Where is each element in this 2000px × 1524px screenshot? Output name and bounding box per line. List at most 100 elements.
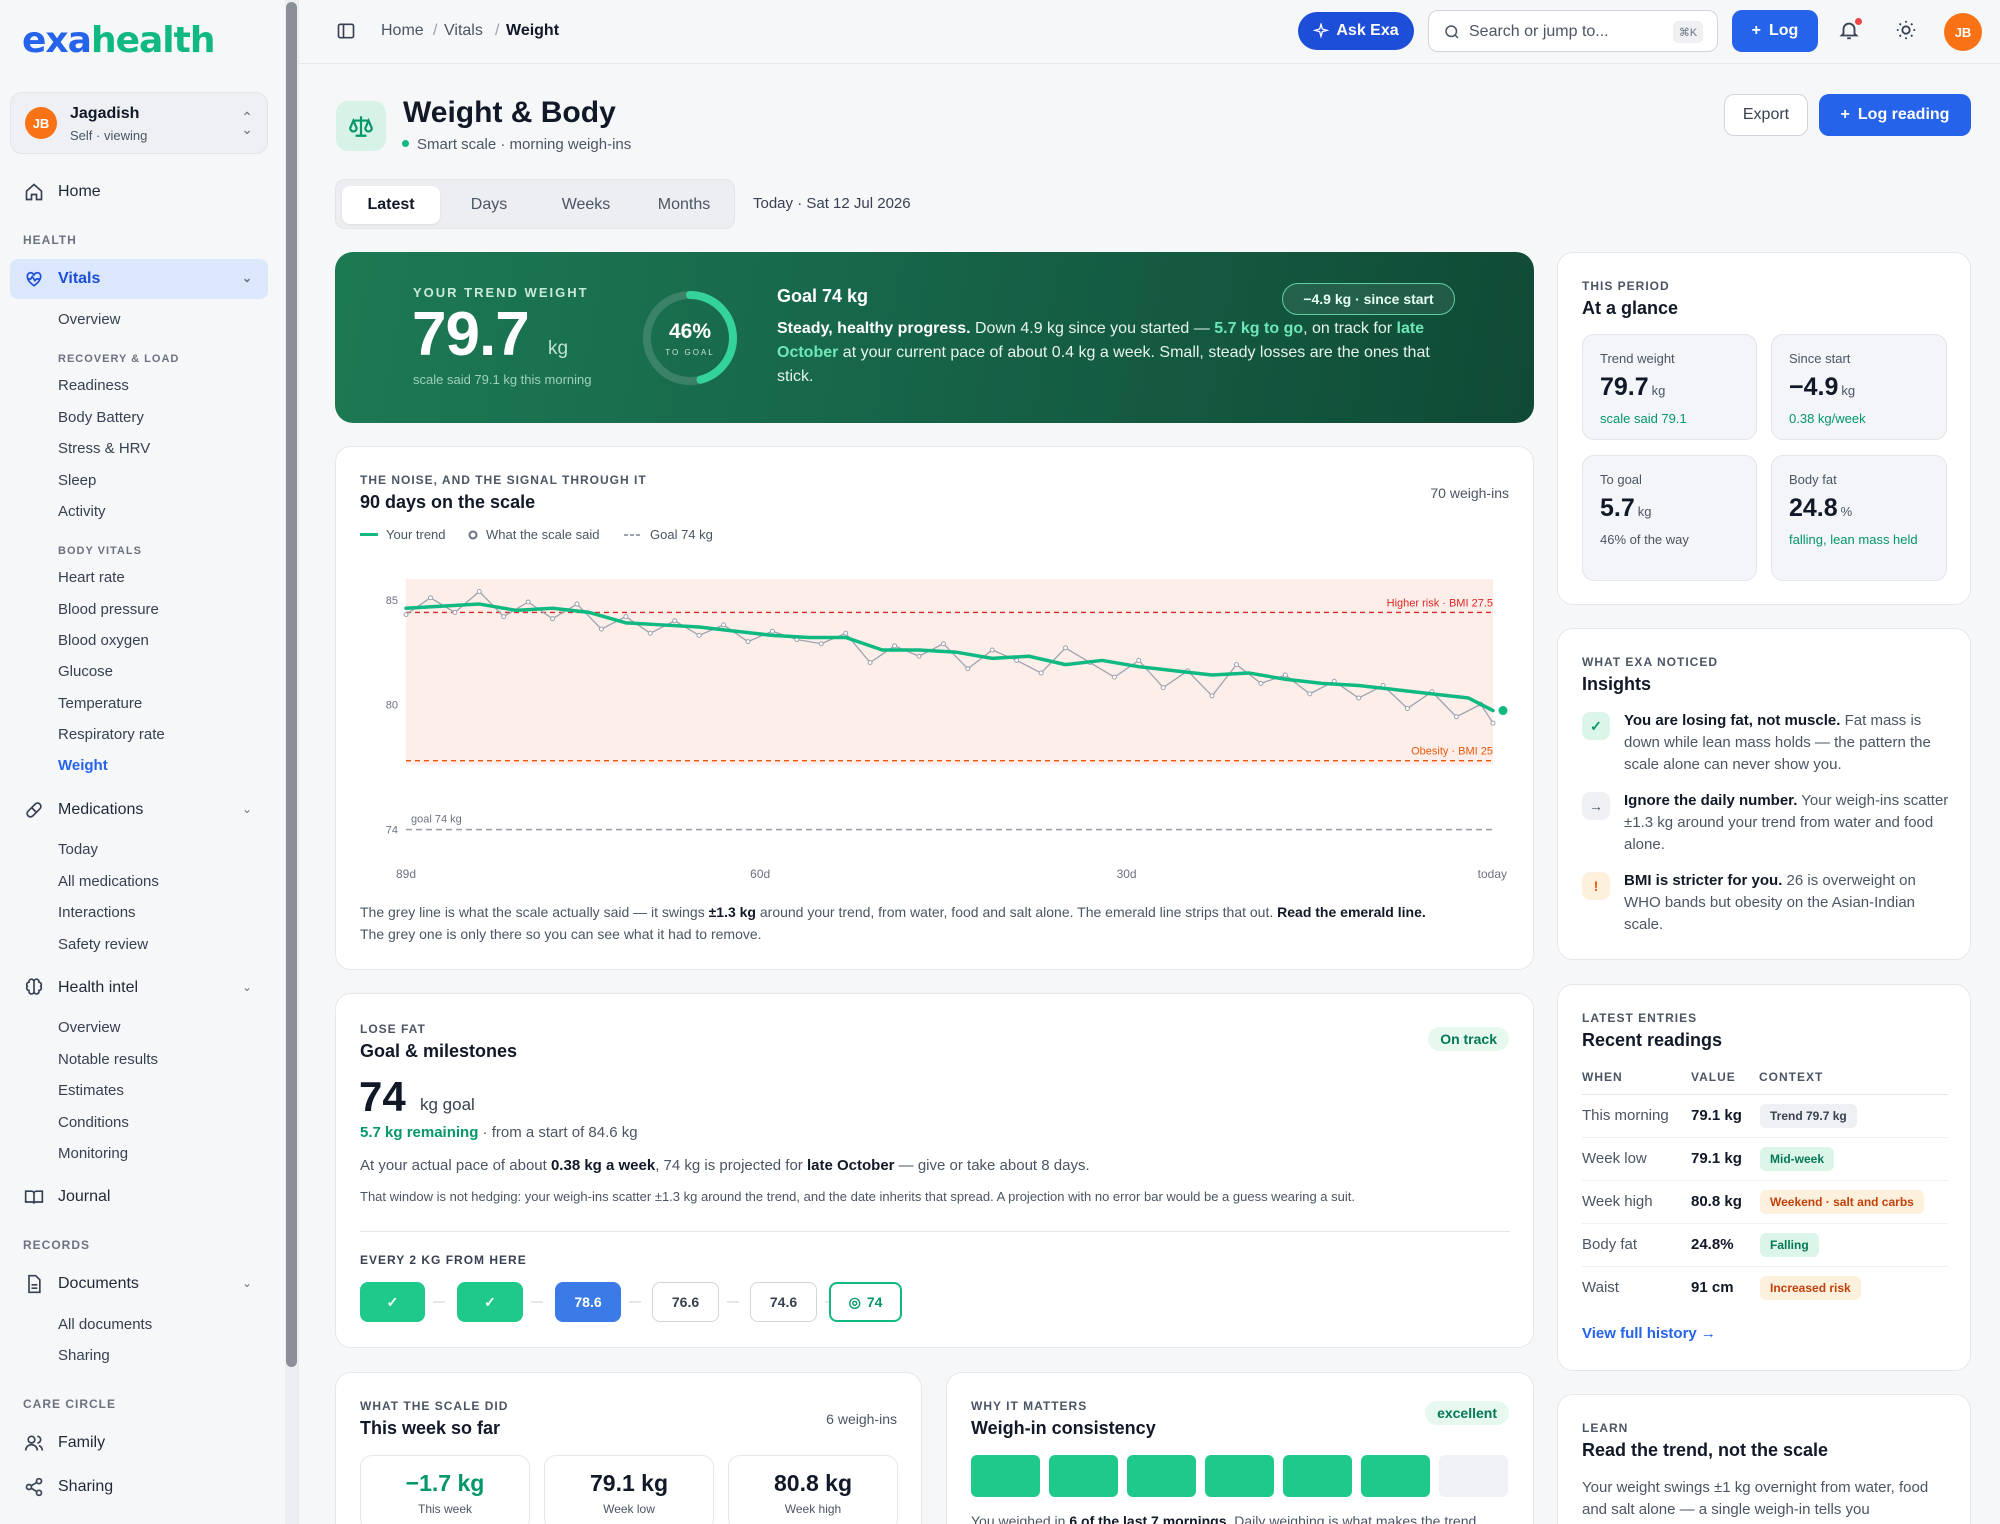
app-logo[interactable]: exahealth: [22, 20, 215, 61]
scrollbar-thumb[interactable]: [286, 2, 297, 1367]
scale-reading-point: [769, 628, 775, 634]
card-title: At a glance: [1582, 298, 1679, 318]
sidebar-sub-all-medications[interactable]: All medications: [58, 873, 159, 890]
sidebar-sub-med-today[interactable]: Today: [58, 841, 99, 858]
sidebar-sub-blood-oxygen[interactable]: Blood oxygen: [58, 632, 149, 649]
scale-reading-point: [672, 618, 678, 624]
sidebar-item-journal[interactable]: Journal: [10, 1177, 268, 1217]
check-icon: ✓: [386, 1293, 399, 1310]
export-button[interactable]: Export: [1724, 94, 1808, 136]
sidebar-item-home[interactable]: Home: [10, 172, 268, 212]
stat-to-goal: To goal 5.7 kg 46% of the way: [1582, 455, 1757, 581]
sidebar-scrollbar[interactable]: [285, 0, 298, 1524]
card-eyebrow: THIS PERIOD: [1582, 279, 1670, 293]
tab-latest[interactable]: Latest: [342, 186, 440, 224]
sidebar-sub-safety-review[interactable]: Safety review: [58, 936, 149, 953]
expand-icon: ⌃ ⌄: [241, 109, 253, 137]
tab-weeks[interactable]: Weeks: [561, 196, 611, 213]
log-button[interactable]: + Log: [1732, 10, 1818, 52]
scale-reading-point: [598, 626, 604, 632]
sidebar-sub-interactions[interactable]: Interactions: [58, 904, 136, 921]
breadcrumb-separator: /: [433, 22, 438, 39]
sidebar-sub-stress[interactable]: Stress & HRV: [58, 440, 151, 457]
sidebar-item-family[interactable]: Family: [10, 1423, 268, 1463]
status-dot: [402, 140, 409, 147]
card-eyebrow: THE NOISE, AND THE SIGNAL THROUGH IT: [360, 473, 647, 487]
scale-reading-point: [623, 614, 629, 620]
legend-scale: What the scale said: [468, 527, 599, 542]
log-reading-button[interactable]: + Log reading: [1819, 94, 1971, 136]
sidebar-item-vitals[interactable]: Vitals ⌄: [10, 259, 268, 299]
sidebar-sub-body-battery[interactable]: Body Battery: [58, 409, 144, 426]
table-row[interactable]: This morning 79.1 kg Trend 79.7 kg: [1582, 1095, 1948, 1138]
scale-reading-line: [405, 590, 1494, 724]
goal-milestones-card: LOSE FAT Goal & milestones On track 74 k…: [335, 993, 1534, 1348]
target-icon: ◎: [848, 1293, 861, 1310]
scale-reading-point: [403, 611, 409, 617]
sidebar-item-health-intel[interactable]: Health intel ⌄: [10, 968, 268, 1008]
table-row[interactable]: Week low 79.1 kg Mid-week: [1582, 1138, 1948, 1181]
sidebar-sub-heart-rate[interactable]: Heart rate: [58, 569, 125, 586]
table-row[interactable]: Waist 91 cm Increased risk: [1582, 1267, 1948, 1310]
sidebar-sub-respiratory[interactable]: Respiratory rate: [58, 726, 165, 743]
consistency-note: You weighed in 6 of the last 7 mornings.…: [971, 1513, 1477, 1524]
range-tabs: Latest Days Weeks Months: [335, 179, 735, 229]
sidebar-sub-blood-pressure[interactable]: Blood pressure: [58, 601, 159, 618]
weigh-in-count: 70 weigh-ins: [1430, 485, 1509, 501]
sidebar-sub-intel-overview[interactable]: Overview: [58, 1019, 121, 1036]
sidebar-sub-estimates[interactable]: Estimates: [58, 1082, 124, 1099]
week-change-tile: −1.7 kg This week: [360, 1455, 530, 1524]
tab-days[interactable]: Days: [470, 196, 508, 213]
projection-text: At your actual pace of about 0.38 kg a w…: [360, 1157, 1090, 1174]
notifications-bell-icon[interactable]: [1838, 18, 1862, 41]
milestone-upcoming: 76.6: [652, 1282, 719, 1322]
risk-zone-band: [406, 579, 1493, 765]
sidebar-toggle-icon[interactable]: [336, 21, 356, 41]
card-eyebrow: LEARN: [1582, 1421, 1629, 1435]
scale-reading-point: [1038, 670, 1044, 676]
table-row[interactable]: Body fat 24.8% Falling: [1582, 1224, 1948, 1267]
sidebar-sub-overview[interactable]: Overview: [58, 311, 121, 328]
sidebar-sub-notable-results[interactable]: Notable results: [58, 1051, 159, 1068]
table-row[interactable]: Week high 80.8 kg Weekend · salt and carbs: [1582, 1181, 1948, 1224]
goal-title: Goal 74 kg: [777, 286, 869, 306]
theme-toggle-sun-icon[interactable]: [1895, 19, 1917, 41]
x-tick-label: 30d: [1117, 867, 1137, 881]
goal-progress-ring: [643, 291, 737, 385]
ask-exa-button[interactable]: Ask Exa: [1298, 12, 1414, 50]
card-title: Read the trend, not the scale: [1582, 1440, 1829, 1460]
sidebar-sub-monitoring[interactable]: Monitoring: [58, 1145, 129, 1162]
scale-icon: [336, 101, 386, 151]
card-title: Recent readings: [1582, 1030, 1723, 1050]
scale-reading-point: [696, 632, 702, 638]
sidebar-sub-conditions[interactable]: Conditions: [58, 1114, 129, 1131]
sidebar-item-medications[interactable]: Medications ⌄: [10, 790, 268, 830]
context-tag: Weekend · salt and carbs: [1760, 1190, 1924, 1214]
sidebar-sub-activity[interactable]: Activity: [58, 503, 106, 520]
breadcrumb-home[interactable]: Home: [381, 22, 424, 39]
profile-switcher[interactable]: JB Jagadish Self · viewing ⌃ ⌄: [10, 92, 268, 154]
sidebar-sub-readiness[interactable]: Readiness: [58, 377, 129, 394]
scale-reading-point: [940, 641, 946, 647]
search-input[interactable]: Search or jump to... ⌘K: [1428, 10, 1718, 52]
status-badge: On track: [1428, 1027, 1509, 1051]
sidebar-item-sharing[interactable]: Sharing: [10, 1467, 268, 1507]
sidebar-sub-all-documents[interactable]: All documents: [58, 1316, 153, 1333]
arrow-right-icon: →: [1582, 792, 1610, 820]
sidebar-sub-sleep[interactable]: Sleep: [58, 472, 97, 489]
weight-trend-chart[interactable]: Higher risk · BMI 27.5 Obesity · BMI 25 go…: [336, 447, 1535, 895]
sidebar-sub-weight[interactable]: Weight: [58, 757, 108, 774]
scale-reading-point: [1356, 695, 1362, 701]
scale-reading-point: [1063, 645, 1069, 651]
trend-label: YOUR TREND WEIGHT: [413, 285, 589, 300]
sidebar-item-documents[interactable]: Documents ⌄: [10, 1264, 268, 1304]
sidebar-sub-glucose[interactable]: Glucose: [58, 663, 114, 680]
tab-months[interactable]: Months: [657, 196, 711, 213]
sidebar-sub-doc-sharing[interactable]: Sharing: [58, 1347, 110, 1364]
sidebar-sub-temperature[interactable]: Temperature: [58, 695, 143, 712]
account-avatar[interactable]: JB: [1944, 13, 1982, 51]
breadcrumb-vitals[interactable]: Vitals: [444, 22, 483, 39]
breadcrumb-current: Weight: [506, 22, 560, 39]
view-history-link[interactable]: View full history →: [1582, 1325, 1716, 1342]
since-start-badge: −4.9 kg · since start: [1282, 283, 1455, 315]
